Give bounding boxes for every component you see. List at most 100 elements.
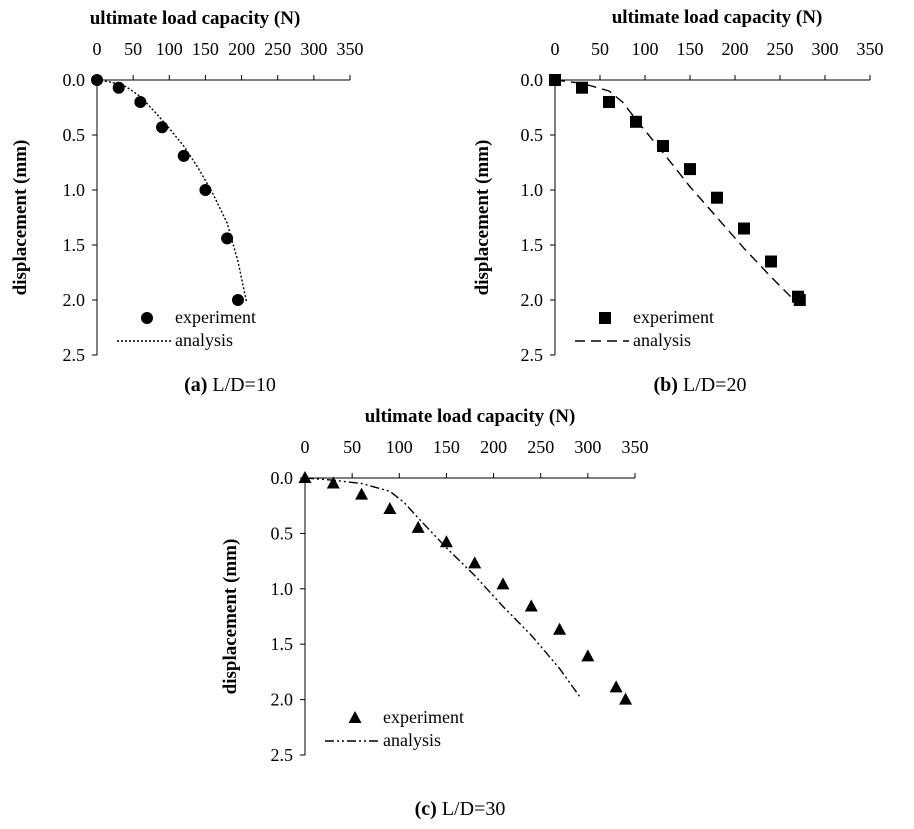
y-tick-label: 0.5 [521,125,544,145]
experiment-point [326,476,340,489]
experiment-point [496,577,510,590]
chart-title: ultimate load capacity (N) [365,406,576,427]
x-tick-label: 200 [480,437,507,457]
x-tick-label: 250 [264,39,291,59]
experiment-point [231,294,244,306]
y-tick-label: 2.0 [271,690,294,710]
experiment-point [383,502,397,515]
experiment-point [553,622,567,635]
caption-letter: (c) [415,798,437,820]
experiment-point [765,255,777,268]
experiment-point [156,121,169,134]
x-tick-label: 150 [192,39,219,59]
experiment-point [177,149,190,162]
panel-caption: (b) L/D=20 [654,374,747,396]
y-tick-label: 0.5 [63,125,86,145]
experiment-point [576,81,588,94]
x-tick-label: 200 [228,39,255,59]
x-tick-label: 300 [812,39,839,59]
y-tick-label: 2.5 [521,345,544,365]
y-tick-label: 1.0 [521,180,544,200]
x-tick-label: 100 [386,437,413,457]
x-tick-label: 100 [632,39,659,59]
legend-analysis-label: analysis [175,330,233,350]
y-tick-label: 2.0 [521,290,544,310]
experiment-point [298,471,312,483]
experiment-point [468,556,482,569]
experiment-point [793,294,806,306]
experiment-point [609,680,623,693]
experiment-point [684,163,696,176]
x-tick-label: 100 [156,39,183,59]
y-axis-label: displacement (mm) [10,140,31,296]
legend-experiment-label: experiment [633,307,714,327]
chart-panel-0: ultimate load capacity (N) 0 50 100 150 200 25… [10,8,364,396]
x-tick-label: 150 [677,39,704,59]
x-tick-label: 350 [622,437,649,457]
chart-panel-2: ultimate load capacity (N) 0 50 100 150 200 25… [220,406,649,820]
y-tick-label: 0.0 [271,468,294,488]
y-tick-label: 1.0 [63,180,86,200]
legend-experiment-marker [141,312,153,324]
experiment-point [630,115,642,128]
y-tick-label: 1.5 [271,634,294,654]
y-tick-label: 2.5 [63,345,86,365]
x-tick-label: 200 [722,39,749,59]
x-tick-label: 0 [93,39,102,59]
x-tick-label: 300 [300,39,327,59]
x-tick-label: 250 [527,437,554,457]
x-tick-label: 0 [551,39,560,59]
experiment-point [439,535,453,548]
experiment-point [581,649,595,662]
x-tick-label: 250 [767,39,794,59]
x-tick-label: 150 [433,437,460,457]
experiment-point [199,184,212,196]
y-axis-label: displacement (mm) [472,140,493,296]
legend-experiment-label: experiment [383,707,464,727]
y-tick-label: 1.0 [271,579,294,599]
analysis-line [554,79,797,303]
legend-analysis-label: analysis [383,730,441,750]
x-tick-label: 350 [337,39,364,59]
y-tick-label: 0.0 [521,70,544,90]
caption-text: L/D=20 [678,374,747,396]
experiment-point [411,520,425,533]
experiment-point [524,599,538,612]
y-tick-label: 1.5 [63,235,86,255]
x-tick-label: 0 [301,437,310,457]
chart-title: ultimate load capacity (N) [90,8,301,29]
legend-analysis-label: analysis [633,330,691,350]
analysis-line [96,79,248,303]
experiment-point [603,96,615,108]
caption-letter: (b) [654,374,678,396]
legend-experiment-marker [348,711,362,723]
x-tick-label: 50 [343,437,361,457]
y-tick-label: 1.5 [521,235,544,255]
x-tick-label: 50 [124,39,142,59]
legend-experiment-label: experiment [175,307,256,327]
caption-letter: (a) [184,374,207,396]
x-tick-label: 50 [591,39,609,59]
y-axis-label: displacement (mm) [220,539,241,695]
experiment-point [657,140,669,152]
caption-text: L/D=30 [437,798,506,820]
y-tick-label: 2.5 [271,745,294,765]
experiment-point [134,96,147,108]
experiment-point [711,191,723,204]
chart-panel-1: ultimate load capacity (N) 0 50 100 150 200 25… [472,7,884,396]
panel-caption: (c) L/D=30 [415,798,506,820]
x-tick-label: 300 [574,437,601,457]
experiment-point [221,232,234,245]
x-tick-label: 350 [857,39,884,59]
experiment-point [738,222,750,235]
y-tick-label: 0.5 [271,523,294,543]
panel-caption: (a) L/D=10 [184,374,276,396]
y-tick-label: 0.0 [63,70,86,90]
chart-title: ultimate load capacity (N) [612,7,823,28]
legend-experiment-marker [599,312,611,324]
experiment-point [355,487,369,500]
analysis-line [304,477,581,698]
caption-text: L/D=10 [207,374,276,396]
experiment-point [619,692,633,705]
